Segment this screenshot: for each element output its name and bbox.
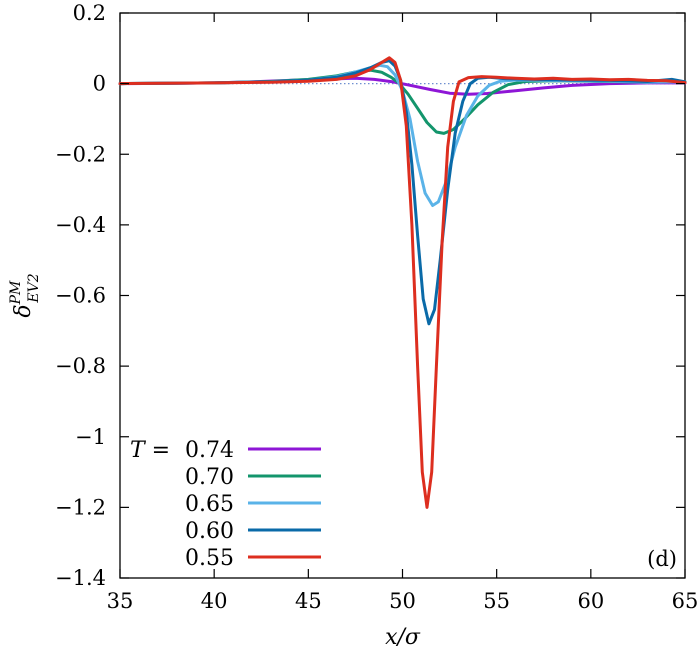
- y-tick-label: −1.4: [55, 566, 106, 590]
- y-tick-label: 0: [93, 72, 106, 96]
- series-group: [118, 56, 687, 509]
- panel-label: (d): [647, 547, 677, 571]
- legend-label-T-0.65: 0.65: [185, 492, 234, 517]
- y-tick-label: −0.6: [55, 284, 106, 308]
- x-tick-label: 40: [201, 589, 228, 613]
- y-tick-label: −1.2: [55, 495, 106, 519]
- series-line-T-0.55: [118, 56, 687, 509]
- y-axis-label: δPM EV2: [8, 273, 42, 317]
- x-axis-label: x/σ: [385, 625, 421, 650]
- tick-labels-group: 35 40 45 50 55 60 65 0.2 0 −0.2 −0.4 −0.6 −0.8 −1 −1.2…: [55, 1, 698, 613]
- x-tick-label: 45: [295, 589, 322, 613]
- legend-label-T-0.60: 0.60: [185, 519, 234, 544]
- y-tick-label: −0.4: [55, 213, 106, 237]
- x-tick-label: 65: [672, 589, 698, 613]
- y-tick-label: −0.8: [55, 354, 106, 378]
- legend-label-T-0.55: 0.55: [185, 546, 234, 571]
- x-tick-label: 35: [107, 589, 134, 613]
- x-tick-label: 50: [389, 589, 416, 613]
- legend: 0.740.700.650.600.55 T =: [130, 438, 321, 571]
- legend-label-T-0.70: 0.70: [185, 465, 234, 490]
- legend-label-T-0.74: 0.74: [185, 438, 234, 463]
- y-tick-label: −0.2: [55, 142, 106, 166]
- legend-title: T =: [130, 438, 170, 463]
- y-tick-label: −1: [75, 425, 106, 449]
- ticks-group: [119, 12, 686, 579]
- x-tick-label: 55: [483, 589, 510, 613]
- x-tick-label: 60: [577, 589, 604, 613]
- y-tick-label: 0.2: [73, 1, 106, 25]
